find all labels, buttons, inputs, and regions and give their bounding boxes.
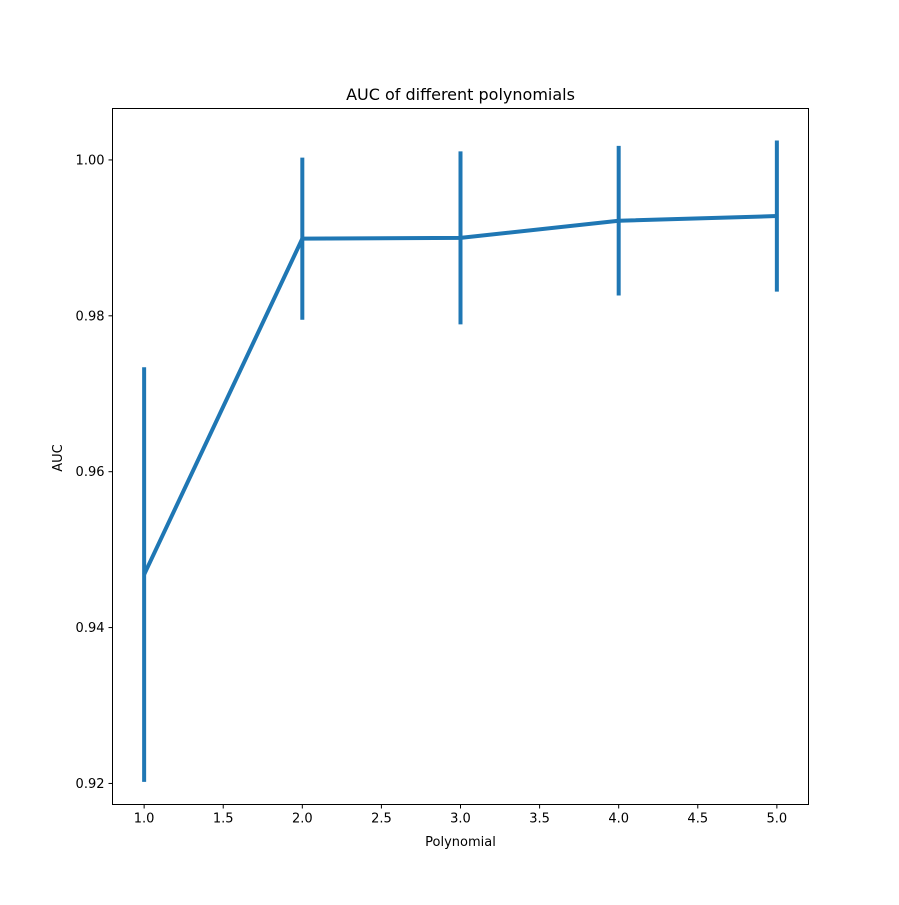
y-tick-label: 0.94	[76, 621, 105, 636]
x-axis-ticks: 1.0 1.5 2.0 2.5 3.0 3.5 4.0 4.5 5.0	[134, 804, 788, 827]
plot-area	[142, 140, 779, 782]
x-tick-label: 1.5	[213, 812, 234, 827]
y-tick-label: 1.00	[76, 153, 105, 168]
x-axis-label: Polynomial	[425, 835, 496, 850]
y-tick-label: 0.98	[76, 309, 105, 324]
x-tick-label: 4.5	[687, 812, 708, 827]
y-axis-ticks: 0.92 0.94 0.96 0.98 1.00	[76, 153, 113, 792]
data-marks	[142, 140, 779, 782]
x-tick-label: 2.5	[371, 812, 392, 827]
chart-title: AUC of different polynomials	[346, 85, 575, 104]
x-tick-label: 4.0	[608, 812, 629, 827]
x-tick-label: 2.0	[292, 812, 313, 827]
y-tick-label: 0.92	[76, 777, 105, 792]
x-tick-label: 3.5	[529, 812, 550, 827]
series-line	[142, 214, 777, 576]
x-tick-label: 3.0	[450, 812, 471, 827]
x-tick-label: 5.0	[767, 812, 788, 827]
y-axis-label: AUC	[51, 444, 66, 472]
y-tick-label: 0.96	[76, 465, 105, 480]
x-tick-label: 1.0	[134, 812, 155, 827]
